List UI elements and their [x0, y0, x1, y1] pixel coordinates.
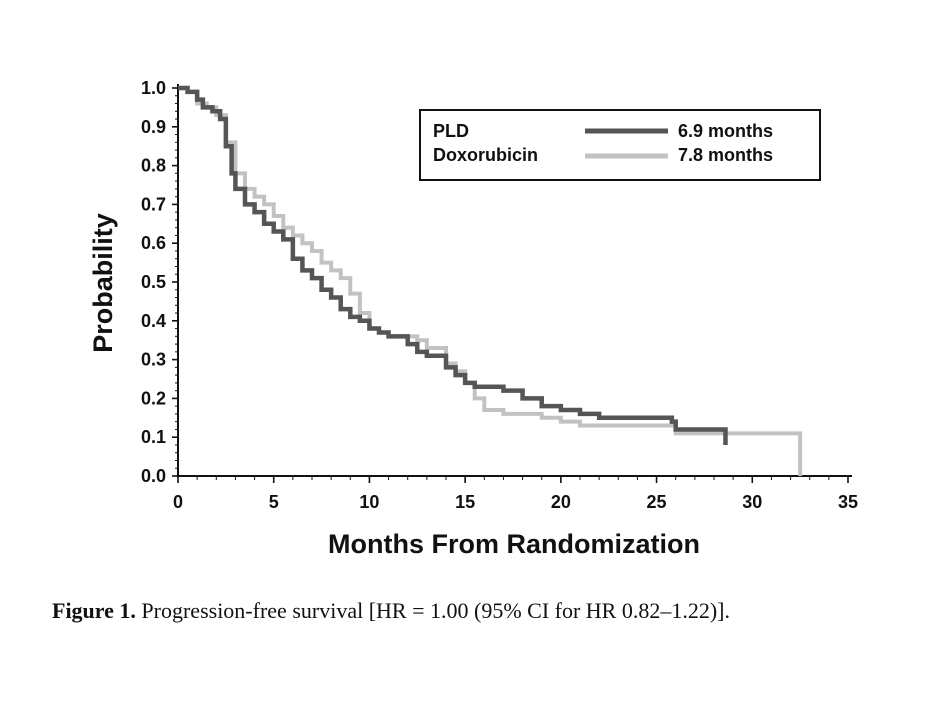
legend-median-doxorubicin: 7.8 months	[678, 145, 773, 165]
x-tick-label: 20	[551, 492, 571, 512]
x-tick-label: 25	[647, 492, 667, 512]
legend-box: PLD 6.9 months Doxorubicin 7.8 months	[419, 109, 821, 181]
x-tick-label: 5	[269, 492, 279, 512]
plot-area: 0.0 0.1 0.2 0.3 0.4 0.5 0.6 0.7 0.8 0.9 1.0 0 5 10 15 2…	[141, 78, 858, 512]
figure-caption: Figure 1. Progression-free survival [HR …	[52, 592, 852, 630]
series-line-pld	[178, 85, 728, 445]
y-tick-label: 0.4	[141, 311, 166, 331]
y-tick-label: 0.1	[141, 427, 166, 447]
legend-median-pld: 6.9 months	[678, 121, 773, 141]
x-tick-label: 35	[838, 492, 858, 512]
y-tick-label: 0.5	[141, 272, 166, 292]
legend-label-pld: PLD	[433, 121, 469, 141]
x-axis-title: Months From Randomization	[328, 529, 700, 559]
y-tick-label: 0.7	[141, 194, 166, 214]
x-tick-label: 0	[173, 492, 183, 512]
y-tick-label: 0.6	[141, 233, 166, 253]
y-tick-label: 0.8	[141, 156, 166, 176]
legend-label-doxorubicin: Doxorubicin	[433, 145, 538, 165]
y-tick-label: 0.9	[141, 117, 166, 137]
x-tick-label: 10	[359, 492, 379, 512]
series-lines	[178, 85, 803, 476]
x-tick-label: 15	[455, 492, 475, 512]
survival-chart: 0.0 0.1 0.2 0.3 0.4 0.5 0.6 0.7 0.8 0.9 1.0 0 5 10 15 2…	[88, 78, 858, 559]
y-axis-title: Probability	[88, 213, 118, 353]
x-tick-label: 30	[742, 492, 762, 512]
caption-label: Figure 1.	[52, 598, 136, 623]
y-tick-label: 0.0	[141, 466, 166, 486]
legend-border	[419, 109, 821, 181]
y-tick-label: 0.3	[141, 350, 166, 370]
y-tick-label: 0.2	[141, 388, 166, 408]
y-tick-label: 1.0	[141, 78, 166, 98]
caption-text: Progression-free survival [HR = 1.00 (95…	[135, 598, 731, 623]
series-line-doxorubicin	[178, 86, 803, 476]
